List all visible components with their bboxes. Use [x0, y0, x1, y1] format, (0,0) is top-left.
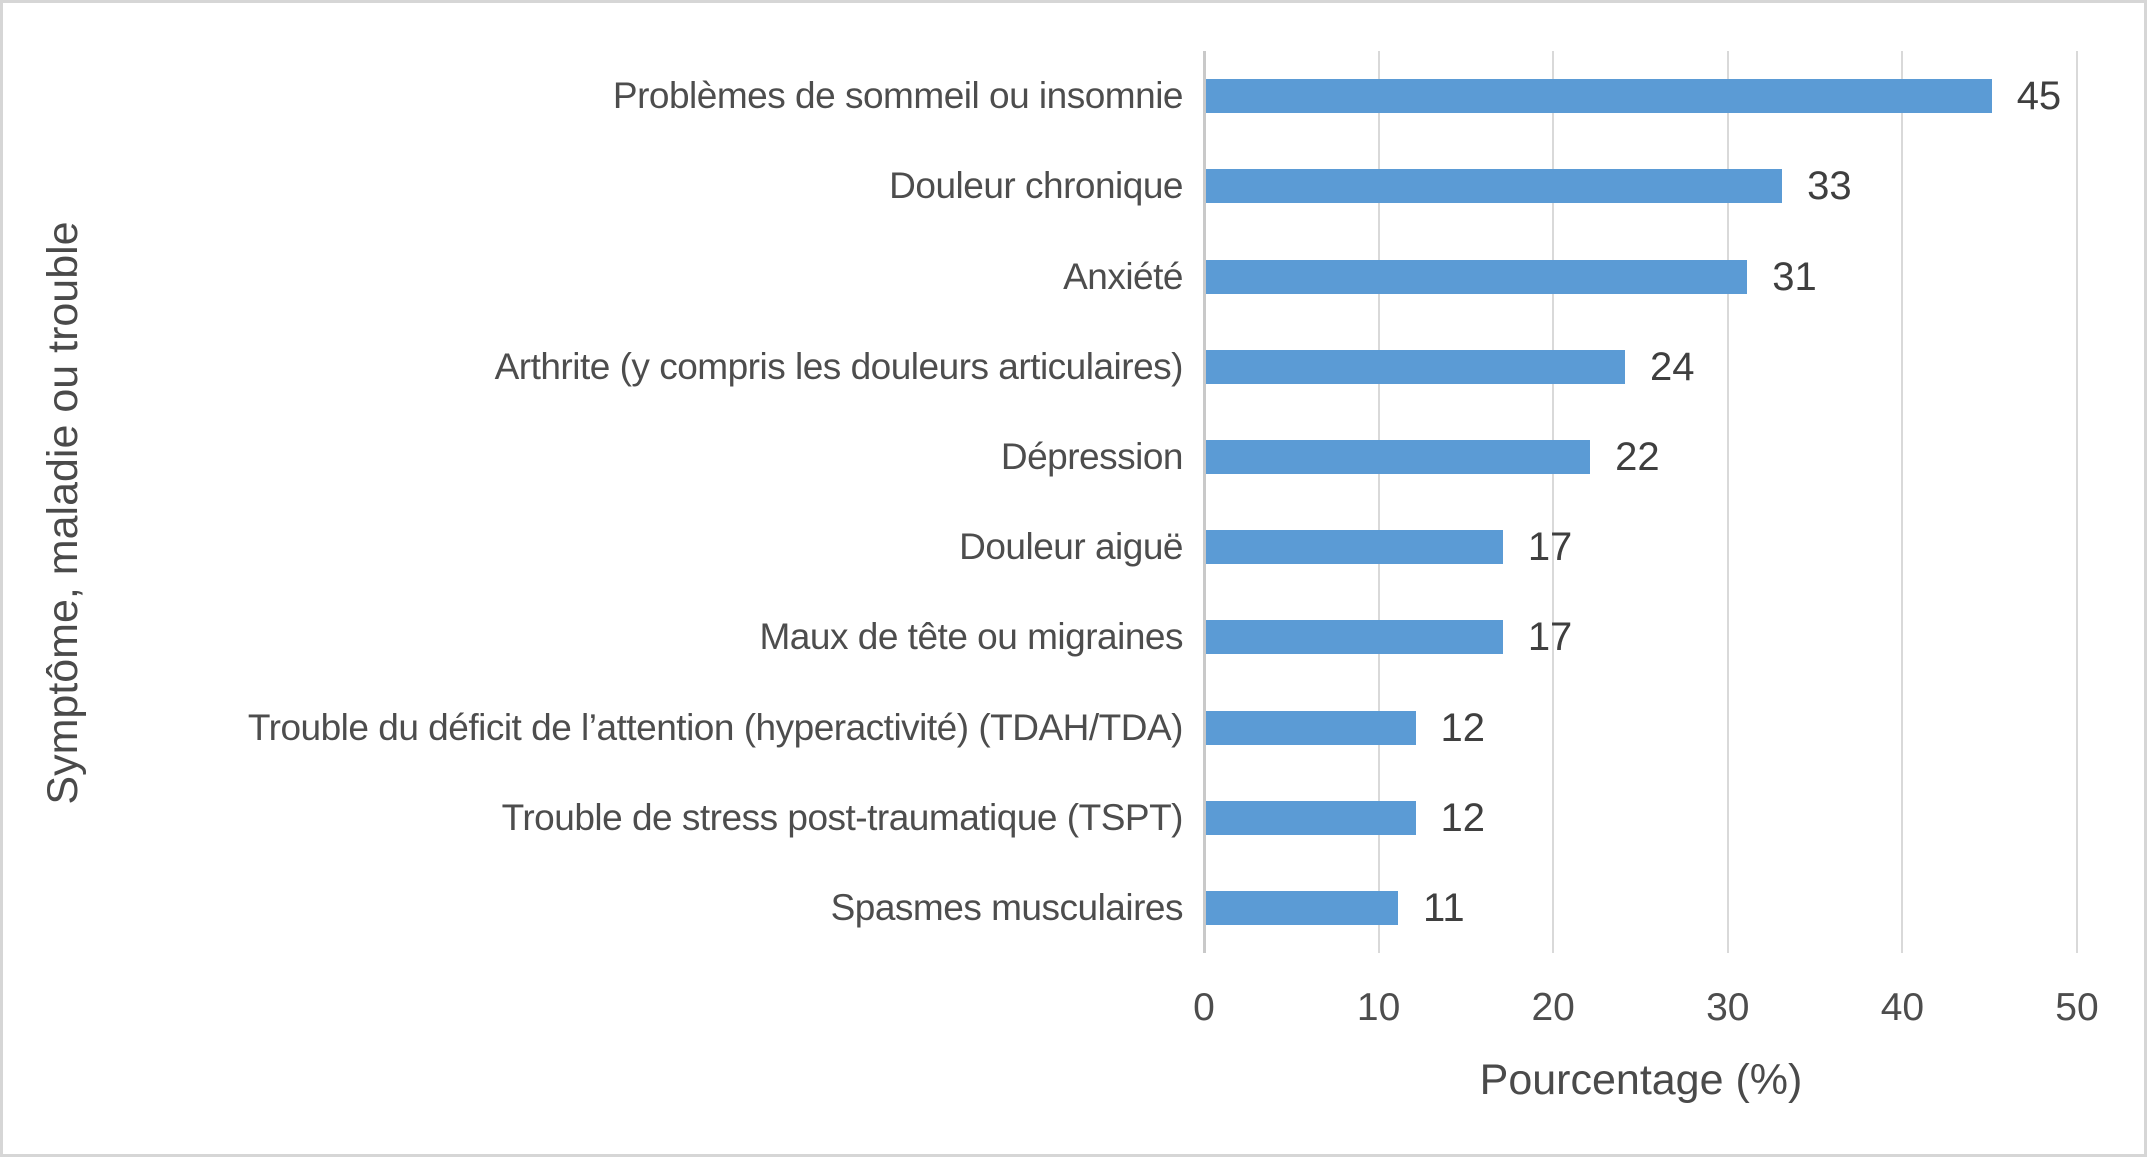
- value-label: 31: [1772, 254, 1817, 299]
- category-label: Douleur chronique: [889, 165, 1183, 207]
- bar: [1206, 349, 1626, 384]
- x-tick-label: 50: [2055, 986, 2099, 1029]
- y-axis-title: Symptôme, maladie ou trouble: [39, 221, 87, 805]
- x-tick-label: 0: [1193, 986, 1215, 1029]
- bar: [1206, 890, 1399, 925]
- gridline: [2076, 51, 2078, 953]
- category-label: Spasmes musculaires: [830, 886, 1184, 928]
- y-axis-line: [1203, 51, 1206, 953]
- bar: [1206, 530, 1503, 565]
- category-label: Arthrite (y compris les douleurs articul…: [494, 345, 1184, 387]
- bar: [1206, 620, 1503, 655]
- bar: [1206, 439, 1591, 474]
- gridline: [1901, 51, 1904, 953]
- x-tick-label: 30: [1706, 986, 1750, 1029]
- x-tick-label: 40: [1880, 986, 1925, 1029]
- value-label: 11: [1423, 885, 1465, 930]
- x-tick-label: 20: [1531, 986, 1575, 1029]
- x-axis-title: Pourcentage (%): [1479, 1056, 1803, 1104]
- category-label: Douleur aiguë: [959, 526, 1183, 568]
- value-label: 17: [1527, 615, 1573, 660]
- category-label: Problèmes de sommeil ou insomnie: [612, 75, 1184, 117]
- bar: [1206, 800, 1416, 835]
- bar: [1206, 710, 1416, 745]
- value-label: 12: [1440, 795, 1486, 840]
- bar: [1206, 79, 1992, 114]
- gridline: [1726, 51, 1729, 953]
- bar: [1206, 259, 1748, 294]
- value-label: 45: [2016, 74, 2062, 119]
- category-label: Maux de tête ou migraines: [759, 616, 1183, 658]
- category-label: Trouble du déficit de l’attention (hyper…: [247, 706, 1184, 748]
- value-label: 22: [1615, 434, 1660, 479]
- category-label: Dépression: [1000, 435, 1184, 477]
- plot-area: 45 33 31 24 22 17 17 12 12 11: [1203, 51, 2078, 953]
- gridline: [1377, 51, 1380, 953]
- category-label: Anxiété: [1063, 255, 1183, 297]
- x-tick-label: 10: [1356, 986, 1401, 1029]
- value-label: 24: [1650, 344, 1695, 389]
- bar: [1206, 169, 1783, 204]
- category-label: Trouble de stress post-traumatique (TSPT…: [501, 796, 1184, 838]
- gridline: [1552, 51, 1555, 953]
- value-label: 17: [1527, 525, 1573, 570]
- value-label: 33: [1807, 164, 1852, 209]
- value-label: 12: [1440, 705, 1486, 750]
